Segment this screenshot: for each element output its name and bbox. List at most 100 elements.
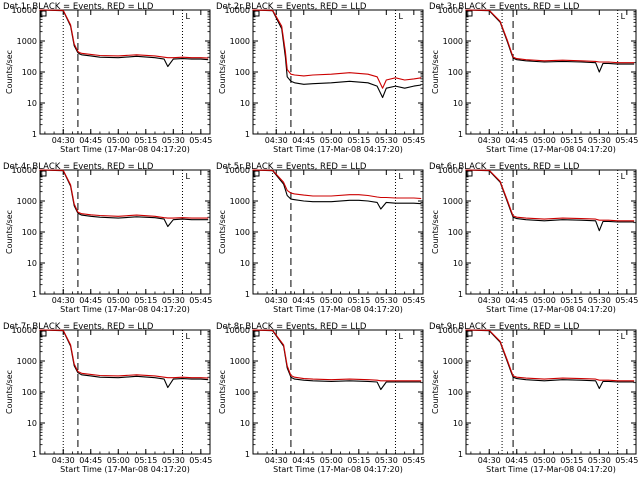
y-tick-label: 1000 [443, 357, 463, 366]
corner-mark-right: L [398, 172, 403, 181]
y-axis-label: Counts/sec [218, 210, 227, 254]
y-tick-label: 1000 [17, 37, 37, 46]
plot-frame [39, 9, 211, 135]
x-tick-label: 05:15 [134, 136, 157, 145]
corner-mark-square [40, 330, 47, 337]
x-tick-label: 04:30 [478, 456, 501, 465]
x-tick-label: 05:45 [615, 136, 638, 145]
series-lld-line [252, 169, 422, 200]
series-lld-line [39, 169, 209, 219]
x-tick-label: 04:30 [265, 136, 288, 145]
series-events-line [465, 169, 635, 232]
y-tick-label: 10000 [225, 6, 250, 15]
x-tick-label: 05:30 [588, 136, 611, 145]
x-axis-label: Start Time (17-Mar-08 04:17:20) [60, 145, 190, 154]
y-axis-label: Counts/sec [431, 370, 440, 414]
detector-panel-9: Det 9r BLACK = Events, RED = LLD 1 10 100 10… [426, 320, 639, 480]
y-axis-label: Counts/sec [5, 370, 14, 414]
x-tick-label: 04:45 [292, 456, 315, 465]
x-tick-label: 04:30 [478, 136, 501, 145]
chart-svg: Det 3r BLACK = Events, RED = LLD 1 10 100 10… [429, 2, 638, 154]
y-axis-label: Counts/sec [5, 210, 14, 254]
chart-svg: Det 6r BLACK = Events, RED = LLD 1 10 100 10… [429, 162, 638, 314]
corner-mark-right: L [398, 12, 403, 21]
y-axis-label: Counts/sec [218, 370, 227, 414]
corner-mark-right: L [185, 12, 190, 21]
x-tick-label: 05:15 [134, 456, 157, 465]
y-tick-label: 10000 [438, 166, 463, 175]
corner-mark-right: L [185, 332, 190, 341]
x-tick-label: 05:30 [162, 456, 185, 465]
plot-frame [465, 169, 637, 295]
y-tick-label: 10 [240, 259, 250, 268]
y-tick-label: 1 [245, 130, 250, 139]
x-tick-label: 05:15 [560, 296, 583, 305]
chart-title: Det 4r BLACK = Events, RED = LLD [3, 162, 154, 172]
y-tick-label: 100 [448, 68, 463, 77]
chart-svg: Det 1r BLACK = Events, RED = LLD 1 10 100 10… [3, 2, 212, 154]
detector-panel-1: Det 1r BLACK = Events, RED = LLD 1 10 100 10… [0, 0, 213, 160]
chart-svg: Det 5r BLACK = Events, RED = LLD 1 10 100 10… [216, 162, 425, 314]
y-tick-label: 100 [448, 388, 463, 397]
y-tick-label: 10 [453, 99, 463, 108]
x-tick-label: 04:45 [292, 136, 315, 145]
series-events-line [252, 169, 422, 210]
x-tick-label: 04:30 [52, 456, 75, 465]
detector-panel-5: Det 5r BLACK = Events, RED = LLD 1 10 100 10… [213, 160, 426, 320]
y-tick-label: 1000 [17, 197, 37, 206]
x-tick-label: 04:45 [292, 296, 315, 305]
x-tick-label: 05:30 [375, 456, 398, 465]
series-lld-line [465, 169, 635, 222]
corner-mark-square [466, 10, 473, 17]
y-tick-label: 1000 [17, 357, 37, 366]
y-tick-label: 100 [235, 388, 250, 397]
y-tick-label: 10000 [12, 166, 37, 175]
y-tick-label: 100 [22, 228, 37, 237]
y-tick-label: 10 [453, 419, 463, 428]
x-tick-label: 05:30 [375, 296, 398, 305]
x-tick-label: 04:30 [265, 456, 288, 465]
corner-mark-square [466, 330, 473, 337]
x-tick-label: 05:15 [347, 136, 370, 145]
corner-mark-square [40, 10, 47, 17]
chart-svg: Det 9r BLACK = Events, RED = LLD 1 10 100 10… [429, 322, 638, 474]
detector-panel-3: Det 3r BLACK = Events, RED = LLD 1 10 100 10… [426, 0, 639, 160]
x-tick-label: 04:30 [52, 136, 75, 145]
chart-svg: Det 4r BLACK = Events, RED = LLD 1 10 100 10… [3, 162, 212, 314]
x-tick-label: 05:45 [402, 296, 425, 305]
y-tick-label: 10 [27, 259, 37, 268]
chart-title: Det 1r BLACK = Events, RED = LLD [3, 2, 154, 12]
y-tick-label: 10000 [225, 166, 250, 175]
detector-panel-8: Det 8r BLACK = Events, RED = LLD 1 10 100 10… [213, 320, 426, 480]
x-tick-label: 05:30 [162, 136, 185, 145]
x-tick-label: 04:45 [505, 136, 528, 145]
corner-mark-square [253, 170, 260, 177]
y-tick-label: 100 [22, 388, 37, 397]
x-tick-label: 05:15 [347, 296, 370, 305]
x-axis-label: Start Time (17-Mar-08 04:17:20) [60, 465, 190, 474]
x-axis-label: Start Time (17-Mar-08 04:17:20) [273, 145, 403, 154]
y-tick-label: 100 [235, 68, 250, 77]
y-tick-label: 1 [245, 450, 250, 459]
y-tick-label: 10000 [12, 326, 37, 335]
x-tick-label: 05:15 [560, 456, 583, 465]
x-tick-label: 05:15 [560, 136, 583, 145]
x-tick-label: 05:45 [615, 296, 638, 305]
y-tick-label: 1000 [443, 37, 463, 46]
x-tick-label: 04:45 [79, 136, 102, 145]
corner-mark-right: L [398, 332, 403, 341]
x-tick-label: 04:45 [505, 456, 528, 465]
plot-frame [252, 169, 424, 295]
x-tick-label: 04:45 [79, 296, 102, 305]
x-tick-label: 05:45 [189, 136, 212, 145]
corner-mark-square [253, 330, 260, 337]
x-axis-label: Start Time (17-Mar-08 04:17:20) [486, 305, 616, 314]
series-events-line [39, 329, 209, 389]
corner-mark-square [253, 10, 260, 17]
x-axis-label: Start Time (17-Mar-08 04:17:20) [486, 145, 616, 154]
x-axis-label: Start Time (17-Mar-08 04:17:20) [60, 305, 190, 314]
plot-frame [252, 329, 424, 455]
plot-frame [252, 9, 424, 135]
y-tick-label: 1 [32, 450, 37, 459]
